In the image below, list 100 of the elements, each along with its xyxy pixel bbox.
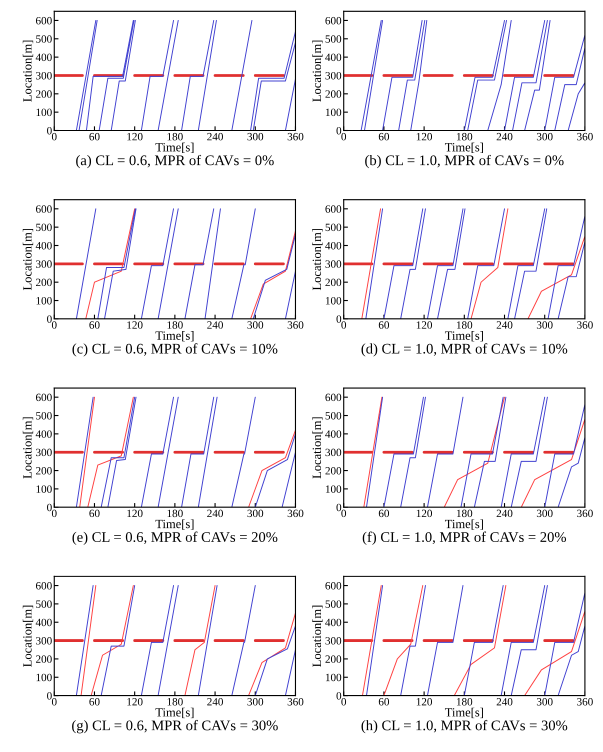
y-tick-label: 0 — [336, 504, 342, 512]
x-axis-title: Time[s] — [156, 331, 194, 342]
y-tick-label: 200 — [36, 655, 52, 663]
y-tick-label: 400 — [325, 54, 342, 62]
y-tick-label: 300 — [325, 72, 342, 80]
x-tick-label: 300 — [536, 698, 553, 706]
y-tick-label: 300 — [36, 448, 52, 456]
y-tick-label: 500 — [326, 35, 342, 43]
x-tick-label: 240 — [496, 510, 512, 518]
y-tick-label: 300 — [36, 260, 52, 268]
y-tick-label: 200 — [325, 655, 342, 663]
y-tick-label: 400 — [325, 430, 342, 438]
x-tick-label: 240 — [207, 132, 223, 140]
x-tick-label: 60 — [378, 510, 390, 518]
x-tick-label: 300 — [247, 321, 264, 329]
y-axis-title: Location[m] — [22, 40, 34, 102]
x-tick-label: 300 — [247, 132, 264, 140]
y-tick-label: 500 — [36, 412, 52, 420]
x-tick-label: 60 — [378, 321, 390, 329]
text: (a) CL = 0.6, MPR of CAVs = 0% — [76, 154, 274, 168]
y-tick-label: 100 — [326, 674, 342, 682]
y-tick-label: 500 — [36, 600, 52, 608]
y-tick-label: 300 — [36, 637, 52, 645]
x-axis-title: Time[s] — [156, 708, 194, 718]
x-tick-label: 360 — [288, 510, 304, 518]
x-tick-label: 240 — [496, 698, 512, 706]
y-tick-label: 300 — [36, 72, 52, 80]
x-axis-title: Time[s] — [444, 142, 483, 154]
y-tick-label: 400 — [36, 242, 52, 250]
text: (c) CL = 0.6, MPR of CAVs = 10% — [72, 343, 278, 357]
y-tick-label: 600 — [325, 394, 342, 402]
y-axis-title: Location[m] — [312, 40, 323, 102]
y-tick-label: 100 — [326, 108, 342, 116]
y-tick-label: 300 — [325, 260, 342, 268]
x-tick-label: 240 — [496, 321, 512, 329]
y-tick-label: 100 — [36, 674, 52, 682]
y-tick-label: 600 — [36, 394, 52, 402]
x-tick-label: 300 — [536, 510, 553, 518]
y-tick-label: 100 — [36, 485, 52, 493]
x-tick-label: 60 — [89, 321, 100, 329]
x-tick-label: 180 — [456, 698, 472, 706]
x-tick-label: 60 — [89, 132, 100, 140]
y-tick-label: 600 — [325, 205, 342, 213]
y-tick-label: 100 — [326, 485, 342, 493]
y-tick-label: 400 — [325, 242, 342, 250]
y-tick-label: 200 — [36, 278, 52, 286]
x-tick-label: 180 — [168, 132, 183, 140]
y-tick-label: 400 — [36, 618, 52, 626]
y-tick-label: 200 — [325, 278, 342, 286]
y-tick-label: 200 — [325, 467, 342, 475]
x-tick-label: 240 — [207, 510, 223, 518]
x-tick-label: 180 — [456, 321, 472, 329]
x-tick-label: 300 — [247, 510, 264, 518]
x-axis-title: Time[s] — [156, 142, 194, 154]
y-axis-title: Location[m] — [22, 606, 34, 667]
x-tick-label: 0 — [341, 510, 346, 518]
x-tick-label: 120 — [416, 321, 432, 329]
x-tick-label: 120 — [416, 510, 432, 518]
text: (h) CL = 1.0, MPR of CAVs = 30% — [362, 720, 568, 734]
y-tick-label: 0 — [336, 126, 342, 134]
x-tick-label: 60 — [378, 132, 390, 140]
y-axis-title: Location[m] — [312, 228, 323, 290]
y-tick-label: 0 — [336, 692, 342, 700]
y-tick-label: 400 — [325, 618, 342, 626]
y-tick-label: 100 — [326, 296, 342, 304]
text: (e) CL = 0.6, MPR of CAVs = 20% — [72, 532, 278, 545]
x-tick-label: 60 — [89, 510, 100, 518]
x-tick-label: 360 — [577, 698, 593, 706]
x-tick-label: 120 — [127, 510, 143, 518]
x-tick-label: 360 — [577, 132, 593, 140]
y-tick-label: 500 — [326, 412, 342, 420]
x-axis-title: Time[s] — [444, 331, 483, 342]
x-tick-label: 120 — [127, 132, 143, 140]
y-tick-label: 600 — [325, 582, 342, 590]
y-tick-label: 400 — [36, 54, 52, 62]
y-tick-label: 200 — [325, 90, 342, 98]
x-tick-label: 300 — [536, 321, 553, 329]
y-tick-label: 100 — [36, 296, 52, 304]
y-tick-label: 200 — [36, 90, 52, 98]
x-tick-label: 360 — [288, 698, 304, 706]
y-tick-label: 200 — [36, 467, 52, 475]
x-axis-title: Time[s] — [156, 519, 194, 530]
x-tick-label: 60 — [378, 698, 390, 706]
y-tick-label: 600 — [36, 582, 52, 590]
text: (g) CL = 0.6, MPR of CAVs = 30% — [72, 720, 278, 734]
x-tick-label: 120 — [416, 698, 432, 706]
y-tick-label: 500 — [36, 35, 52, 43]
x-axis-title: Time[s] — [444, 519, 483, 530]
x-tick-label: 300 — [247, 698, 264, 706]
text: (f) CL = 1.0, MPR of CAVs = 20% — [362, 532, 566, 545]
text: (b) CL = 1.0, MPR of CAVs = 0% — [365, 154, 564, 168]
x-tick-label: 0 — [341, 698, 346, 706]
x-tick-label: 240 — [207, 321, 223, 329]
y-tick-label: 500 — [36, 224, 52, 232]
y-tick-label: 100 — [36, 108, 52, 116]
y-axis-title: Location[m] — [22, 417, 34, 478]
y-tick-label: 0 — [47, 315, 52, 323]
x-tick-label: 360 — [577, 510, 593, 518]
x-tick-label: 180 — [168, 698, 183, 706]
x-tick-label: 240 — [496, 132, 512, 140]
